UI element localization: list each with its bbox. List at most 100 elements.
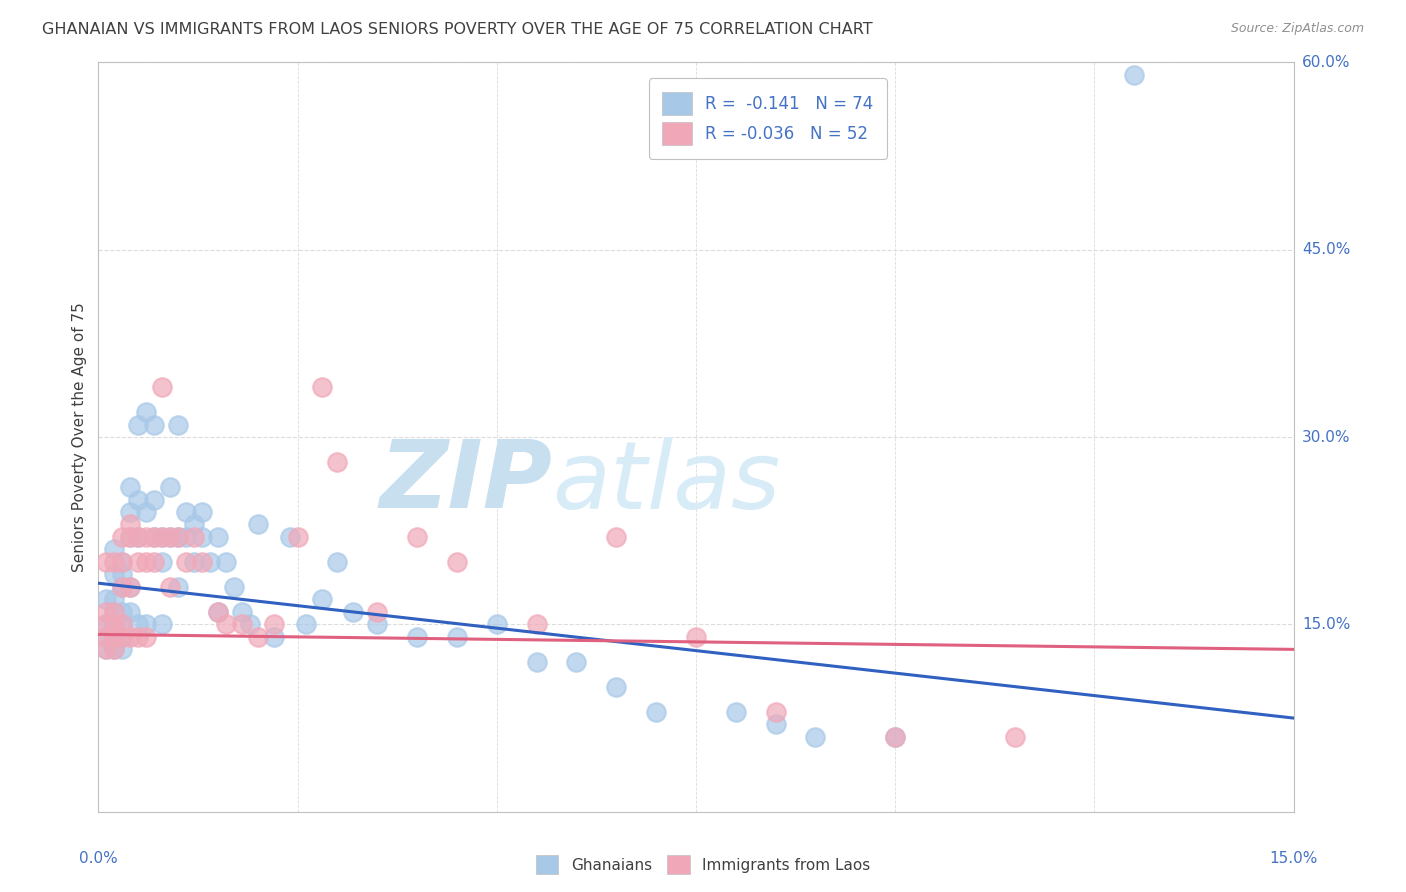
- Point: [1004, 730, 1026, 744]
- Point: [143, 417, 166, 432]
- Point: [207, 605, 229, 619]
- Point: [174, 505, 197, 519]
- Point: [143, 492, 166, 507]
- Text: 30.0%: 30.0%: [1302, 430, 1350, 444]
- Point: [120, 517, 142, 532]
- Point: [127, 530, 149, 544]
- Point: [111, 555, 134, 569]
- Point: [150, 530, 173, 544]
- Point: [724, 705, 747, 719]
- Point: [96, 605, 118, 619]
- Point: [120, 605, 142, 619]
- Point: [215, 555, 238, 569]
- Point: [1123, 68, 1146, 82]
- Point: [159, 530, 181, 544]
- Point: [103, 630, 125, 644]
- Point: [143, 530, 166, 544]
- Point: [150, 555, 173, 569]
- Text: Source: ZipAtlas.com: Source: ZipAtlas.com: [1230, 22, 1364, 36]
- Point: [222, 580, 245, 594]
- Point: [127, 530, 149, 544]
- Point: [143, 530, 166, 544]
- Point: [167, 580, 190, 594]
- Point: [103, 617, 125, 632]
- Point: [278, 530, 301, 544]
- Point: [103, 555, 125, 569]
- Text: GHANAIAN VS IMMIGRANTS FROM LAOS SENIORS POVERTY OVER THE AGE OF 75 CORRELATION : GHANAIAN VS IMMIGRANTS FROM LAOS SENIORS…: [42, 22, 873, 37]
- Point: [103, 642, 125, 657]
- Point: [294, 617, 316, 632]
- Point: [526, 655, 548, 669]
- Point: [605, 680, 627, 694]
- Point: [804, 730, 827, 744]
- Point: [287, 530, 309, 544]
- Point: [111, 630, 134, 644]
- Point: [231, 605, 253, 619]
- Point: [685, 630, 707, 644]
- Point: [103, 605, 125, 619]
- Point: [215, 617, 238, 632]
- Point: [103, 567, 125, 582]
- Point: [111, 567, 134, 582]
- Point: [526, 617, 548, 632]
- Text: 60.0%: 60.0%: [1302, 55, 1350, 70]
- Point: [765, 717, 787, 731]
- Point: [150, 617, 173, 632]
- Point: [103, 542, 125, 557]
- Legend: Ghanaians, Immigrants from Laos: Ghanaians, Immigrants from Laos: [530, 849, 876, 880]
- Point: [198, 555, 221, 569]
- Point: [135, 505, 157, 519]
- Point: [96, 642, 118, 657]
- Point: [605, 530, 627, 544]
- Point: [96, 617, 118, 632]
- Point: [96, 592, 118, 607]
- Point: [120, 480, 142, 494]
- Point: [120, 580, 142, 594]
- Point: [485, 617, 508, 632]
- Point: [311, 592, 333, 607]
- Point: [111, 642, 134, 657]
- Point: [150, 530, 173, 544]
- Text: 45.0%: 45.0%: [1302, 243, 1350, 257]
- Point: [120, 505, 142, 519]
- Point: [111, 617, 134, 632]
- Point: [446, 630, 468, 644]
- Point: [96, 642, 118, 657]
- Text: 15.0%: 15.0%: [1302, 617, 1350, 632]
- Text: atlas: atlas: [553, 436, 780, 527]
- Point: [111, 605, 134, 619]
- Point: [565, 655, 588, 669]
- Point: [884, 730, 907, 744]
- Point: [127, 617, 149, 632]
- Point: [191, 530, 214, 544]
- Point: [135, 530, 157, 544]
- Point: [342, 605, 364, 619]
- Point: [135, 405, 157, 419]
- Point: [96, 630, 118, 644]
- Point: [645, 705, 668, 719]
- Point: [446, 555, 468, 569]
- Point: [111, 630, 134, 644]
- Point: [159, 530, 181, 544]
- Point: [103, 605, 125, 619]
- Point: [366, 605, 388, 619]
- Point: [246, 517, 269, 532]
- Point: [311, 380, 333, 394]
- Point: [96, 555, 118, 569]
- Point: [263, 630, 285, 644]
- Point: [231, 617, 253, 632]
- Point: [120, 530, 142, 544]
- Point: [111, 530, 134, 544]
- Text: ZIP: ZIP: [380, 436, 553, 528]
- Point: [191, 505, 214, 519]
- Point: [143, 555, 166, 569]
- Point: [183, 555, 205, 569]
- Point: [326, 455, 349, 469]
- Point: [127, 417, 149, 432]
- Point: [183, 517, 205, 532]
- Point: [167, 530, 190, 544]
- Y-axis label: Seniors Poverty Over the Age of 75: Seniors Poverty Over the Age of 75: [72, 302, 87, 572]
- Point: [96, 617, 118, 632]
- Point: [120, 580, 142, 594]
- Point: [207, 530, 229, 544]
